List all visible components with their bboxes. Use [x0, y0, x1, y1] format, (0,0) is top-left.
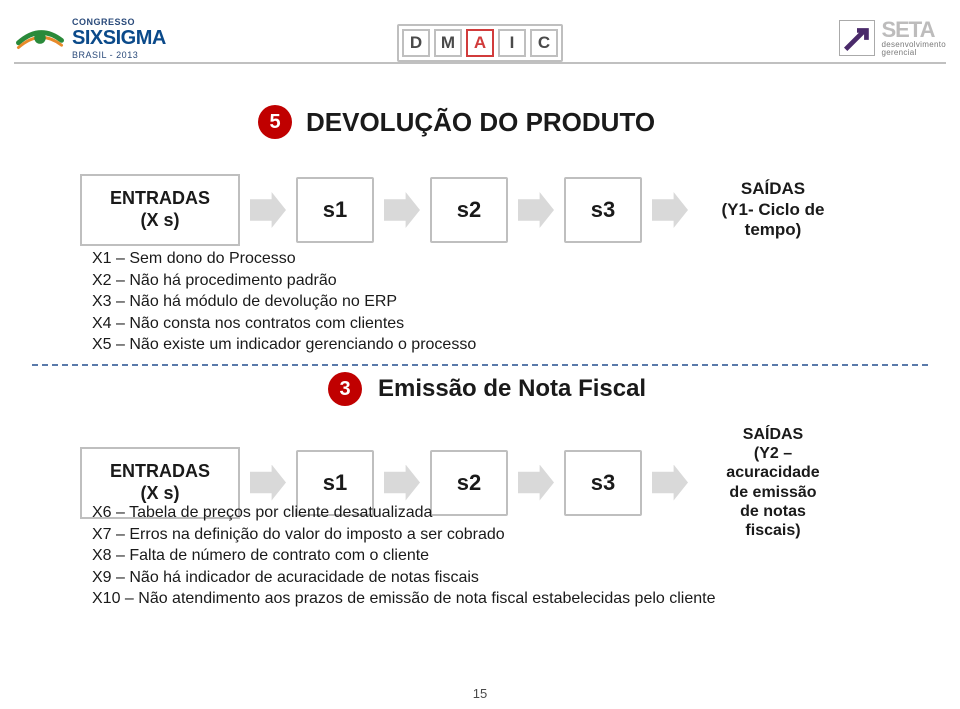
section1-s1-box: s1 [296, 177, 374, 243]
dmaic-bar: D M A I C [397, 24, 563, 62]
section2-output-box: SAÍDAS (Y2 – acuracidade de emissão de n… [698, 420, 848, 545]
section1-input-l2: (X s) [140, 210, 179, 232]
sixsigma-text-block: CONGRESSO SIXSIGMA BRASIL - 2013 [72, 17, 166, 60]
section1-x-list: X1 – Sem dono do Processo X2 – Não há pr… [92, 248, 476, 356]
x-item: X5 – Não existe um indicador gerenciando… [92, 334, 476, 356]
page-number: 15 [473, 686, 487, 701]
section2-out-l6: fiscais) [745, 521, 800, 540]
dmaic-i: I [498, 29, 526, 57]
logo-line3: BRASIL - 2013 [72, 50, 166, 60]
arrow-icon [384, 465, 420, 501]
section2-input-l1: ENTRADAS [110, 461, 210, 483]
x-item: X4 – Não consta nos contratos com client… [92, 313, 476, 335]
section2-title: Emissão de Nota Fiscal [378, 375, 646, 403]
dmaic-m: M [434, 29, 462, 57]
logo-line1: CONGRESSO [72, 17, 166, 27]
x-item: X2 – Não há procedimento padrão [92, 270, 476, 292]
seta-text-block: SETA desenvolvimento gerencial [881, 19, 946, 57]
dmaic-c: C [530, 29, 558, 57]
seta-sub2: gerencial [881, 49, 946, 57]
seta-arrow-icon [839, 20, 875, 56]
section1-title-row: 5 DEVOLUÇÃO DO PRODUTO [258, 105, 655, 139]
section2-x-list: X6 – Tabela de preços por cliente desatu… [92, 502, 716, 610]
arrow-icon [652, 192, 688, 228]
x-item: X1 – Sem dono do Processo [92, 248, 476, 270]
section1-input-l1: ENTRADAS [110, 188, 210, 210]
header-divider [14, 62, 946, 64]
section1-input-box: ENTRADAS (X s) [80, 174, 240, 246]
section1-out-l1: SAÍDAS [741, 179, 805, 199]
section2-out-l1: SAÍDAS [743, 425, 803, 444]
slide-header: CONGRESSO SIXSIGMA BRASIL - 2013 D M A I… [0, 0, 960, 70]
section2-title-row: 3 Emissão de Nota Fiscal [328, 372, 646, 406]
section1-s2-box: s2 [430, 177, 508, 243]
section1-flow: ENTRADAS (X s) s1 s2 s3 SAÍDAS (Y1- Cicl… [80, 165, 848, 255]
arrow-icon [518, 192, 554, 228]
dmaic-a: A [466, 29, 494, 57]
section2-out-l2: (Y2 – [754, 444, 792, 463]
arrow-icon [518, 465, 554, 501]
sixsigma-swoosh-icon [14, 14, 66, 62]
section1-out-l3: tempo) [745, 220, 802, 240]
arrow-icon [250, 465, 286, 501]
section2-out-l4: de emissão [729, 483, 816, 502]
section2-number-circle: 3 [328, 372, 362, 406]
section1-title: DEVOLUÇÃO DO PRODUTO [306, 107, 655, 138]
x-item: X8 – Falta de número de contrato com o c… [92, 545, 716, 567]
x-item: X3 – Não há módulo de devolução no ERP [92, 291, 476, 313]
section1-number-circle: 5 [258, 105, 292, 139]
dmaic-d: D [402, 29, 430, 57]
x-item: X10 – Não atendimento aos prazos de emis… [92, 588, 716, 610]
section2-out-l5: de notas [740, 502, 806, 521]
section1-out-l2: (Y1- Ciclo de [722, 200, 825, 220]
sixsigma-logo: CONGRESSO SIXSIGMA BRASIL - 2013 [14, 14, 166, 62]
section1-s3-box: s3 [564, 177, 642, 243]
arrow-icon [384, 192, 420, 228]
seta-logo: SETA desenvolvimento gerencial [839, 19, 946, 57]
section2-out-l3: acuracidade [726, 463, 819, 482]
arrow-icon [652, 465, 688, 501]
section1-output-box: SAÍDAS (Y1- Ciclo de tempo) [698, 165, 848, 255]
x-item: X9 – Não há indicador de acuracidade de … [92, 567, 716, 589]
section2-input-l2: (X s) [140, 483, 179, 505]
x-item: X7 – Erros na definição do valor do impo… [92, 524, 716, 546]
arrow-icon [250, 192, 286, 228]
dashed-separator [32, 364, 928, 366]
x-item: X6 – Tabela de preços por cliente desatu… [92, 502, 716, 524]
seta-name: SETA [881, 19, 946, 41]
logo-line2: SIXSIGMA [72, 27, 166, 50]
